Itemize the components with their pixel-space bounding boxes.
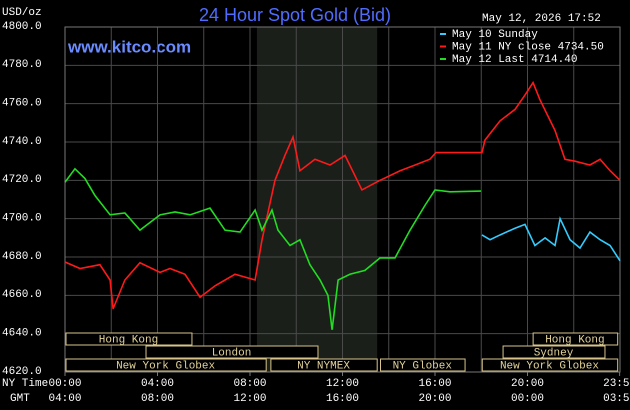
y-axis-unit: USD/oz [2, 7, 42, 19]
x-tick-label: 04:00 [141, 378, 174, 390]
x-axis-label: NY Time [2, 378, 48, 390]
x2-tick-label: 08:00 [141, 393, 174, 405]
y-tick-label: 4620.0 [2, 366, 42, 378]
session-bar [270, 358, 378, 372]
session-bar [65, 332, 193, 346]
y-tick-label: 4700.0 [2, 213, 42, 225]
x2-tick-label: 12:00 [233, 393, 266, 405]
y-tick-label: 4660.0 [2, 289, 42, 301]
y-tick-label: 4680.0 [2, 251, 42, 263]
x-tick-label: 08:00 [233, 378, 266, 390]
y-tick-label: 4800.0 [2, 21, 42, 33]
session-label: Hong Kong [99, 334, 158, 346]
y-tick-label: 4720.0 [2, 174, 42, 186]
x-tick-label: 23:59 [603, 378, 630, 390]
x-tick-label: 00:00 [48, 378, 81, 390]
session-bar [502, 345, 606, 359]
session-label: New York Globex [500, 360, 599, 372]
x-tick-label: 12:00 [326, 378, 359, 390]
session-bar [532, 332, 619, 346]
x2-tick-label: 16:00 [326, 393, 359, 405]
price-line [64, 167, 482, 330]
x-tick-label: 20:00 [511, 378, 544, 390]
chart-title: 24 Hour Spot Gold (Bid) [199, 5, 391, 25]
site-url: www.kitco.com [67, 37, 191, 56]
session-label: Sydney [534, 347, 574, 359]
legend-label: May 12 Last 4714.40 [452, 54, 577, 66]
x2-tick-label: 00:00 [511, 393, 544, 405]
y-tick-label: 4640.0 [2, 328, 42, 340]
session-label: NY Globex [393, 360, 453, 372]
x-tick-label: 16:00 [418, 378, 451, 390]
session-bar [481, 358, 619, 372]
session-bar [65, 358, 267, 372]
price-line [481, 216, 621, 262]
session-label: London [212, 347, 252, 359]
highlight-band [256, 27, 378, 372]
y-tick-label: 4780.0 [2, 59, 42, 71]
x2-tick-label: 20:00 [418, 393, 451, 405]
session-label: New York Globex [116, 360, 215, 372]
session-bar [380, 358, 466, 372]
timestamp: May 12, 2026 17:52 [482, 13, 601, 25]
x2-tick-label: 03:59 [603, 393, 630, 405]
legend-label: May 11 NY close 4734.50 [452, 41, 604, 53]
session-bar [145, 345, 319, 359]
y-tick-label: 4760.0 [2, 98, 42, 110]
legend-label: May 10 Sunday [452, 29, 538, 41]
price-line [64, 80, 621, 310]
x2-tick-label: 04:00 [48, 393, 81, 405]
x2-axis-label: GMT [10, 393, 30, 405]
y-tick-label: 4740.0 [2, 136, 42, 148]
session-label: NY NYMEX [297, 360, 350, 372]
session-label: Hong Kong [545, 334, 604, 346]
